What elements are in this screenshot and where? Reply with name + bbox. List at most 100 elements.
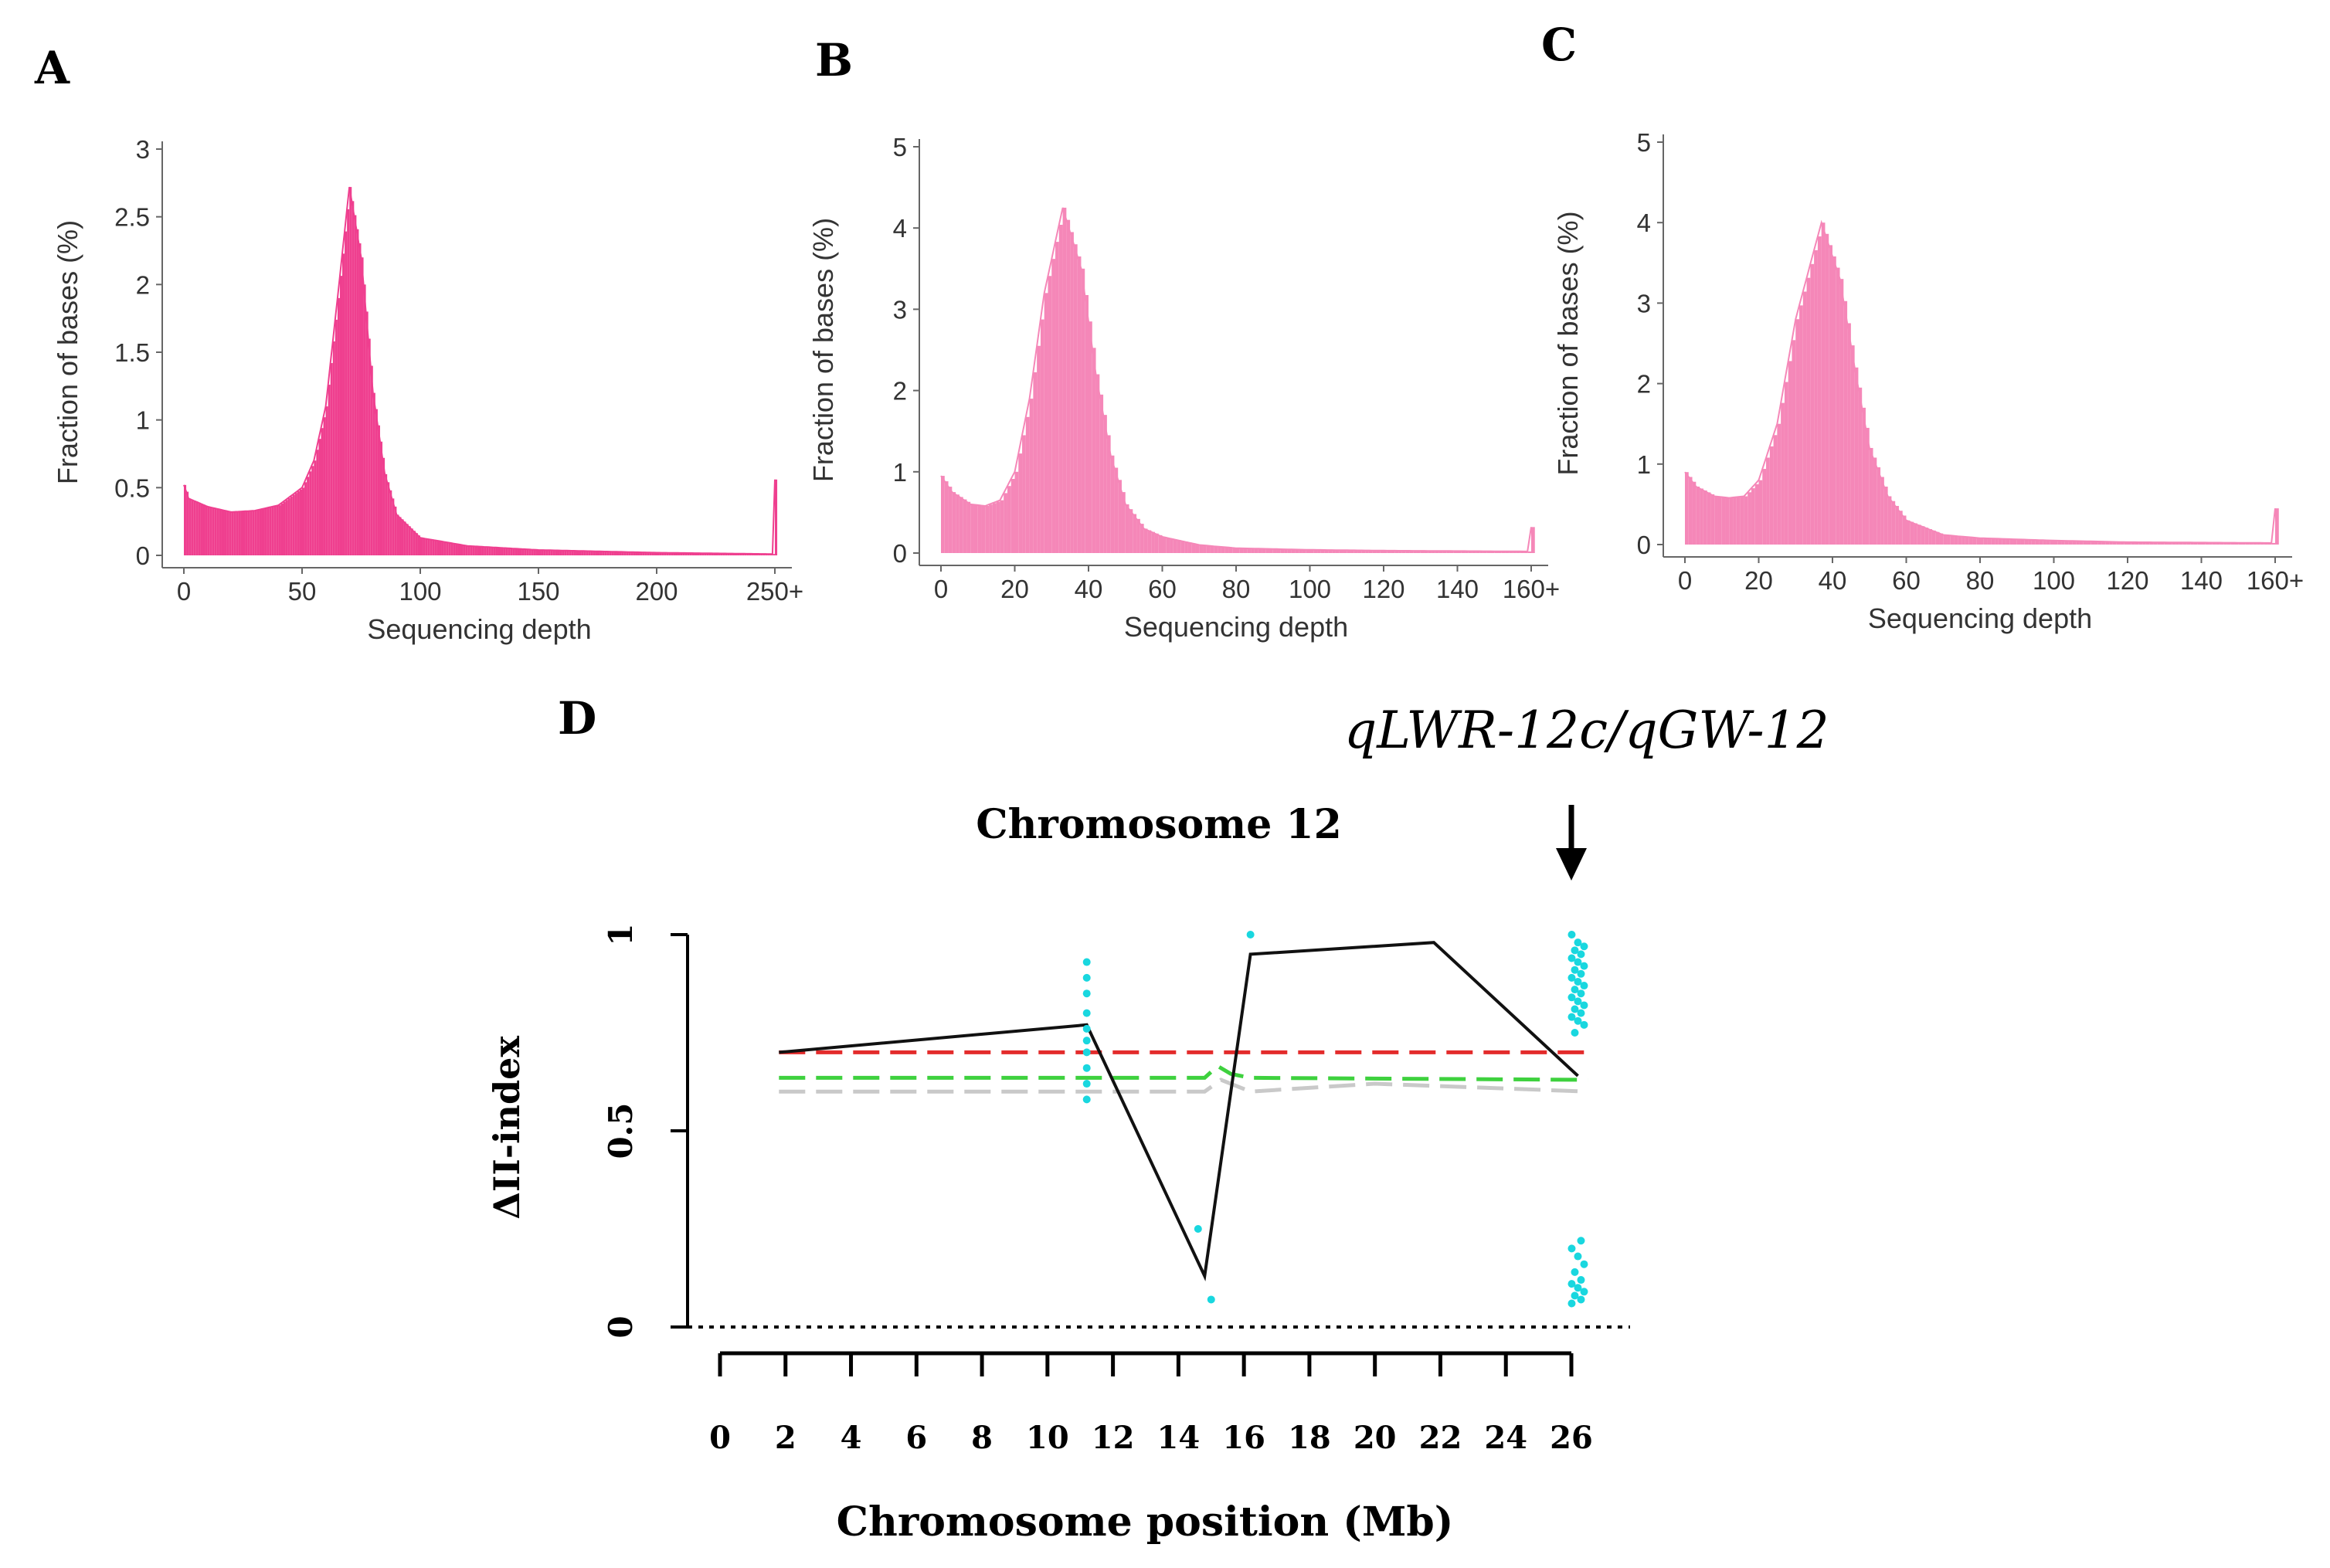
chart-a-bar bbox=[573, 551, 576, 555]
chart-a-bar bbox=[701, 553, 705, 555]
chart-a-bar bbox=[335, 319, 338, 555]
chart-b-bar bbox=[1372, 550, 1377, 553]
chart-a-bar bbox=[720, 553, 723, 555]
chart-a-bar bbox=[363, 284, 366, 555]
chart-b-bar bbox=[1420, 551, 1425, 553]
chart-c-bar bbox=[1854, 367, 1859, 545]
chart-a-bar bbox=[742, 553, 745, 555]
chart-b-bar bbox=[1055, 242, 1059, 553]
chart-b-bar bbox=[1435, 551, 1439, 553]
chart-b-bar bbox=[1343, 550, 1347, 553]
chart-a-bar bbox=[467, 545, 470, 555]
chart-d-snp-point bbox=[1571, 1268, 1579, 1276]
chart-b-x-label: Sequencing depth bbox=[1124, 611, 1348, 643]
chart-a-bar bbox=[602, 551, 605, 555]
chart-a-bar bbox=[389, 490, 392, 555]
chart-b-bar bbox=[1494, 551, 1499, 553]
chart-a-bar bbox=[630, 552, 633, 555]
chart-a-bar bbox=[474, 546, 477, 555]
chart-a-bar bbox=[439, 541, 442, 555]
chart-a-bar bbox=[642, 552, 645, 555]
chart-a-bar bbox=[339, 276, 343, 555]
chart-a-bar bbox=[512, 548, 515, 555]
chart-a-bar bbox=[491, 547, 494, 555]
chart-b-bar bbox=[1380, 550, 1384, 553]
histogram-panel-a: 0 0.5 1 1.5 2 2.5 3 0 50 100 150 200 250+ Sequencing … bbox=[52, 135, 803, 645]
chart-b-bar bbox=[1258, 548, 1262, 553]
chart-a-bar bbox=[708, 553, 712, 555]
chart-b-bar bbox=[1357, 550, 1362, 553]
chart-a-bar bbox=[599, 551, 603, 555]
chart-c-bar bbox=[1843, 300, 1848, 545]
chart-c-bar bbox=[2057, 540, 2062, 545]
chart-a-bar bbox=[508, 548, 511, 555]
chart-a-bar bbox=[352, 201, 355, 555]
chart-c-bar bbox=[1965, 536, 1969, 545]
chart-a-bar bbox=[276, 505, 279, 555]
chart-d-snp-point bbox=[1246, 931, 1255, 938]
chart-c-bar bbox=[1817, 236, 1822, 545]
chart-b-bar bbox=[1221, 547, 1225, 553]
chart-b-bar bbox=[1476, 551, 1480, 553]
chart-c-bar bbox=[1814, 249, 1818, 545]
chart-c-bar bbox=[1744, 496, 1748, 545]
chart-a-bar bbox=[261, 509, 265, 555]
chart-a-bar bbox=[219, 509, 222, 555]
chart-a-bar bbox=[269, 507, 272, 555]
chart-c-x-tick-label: 100 bbox=[2033, 566, 2075, 595]
chart-a-bar bbox=[243, 511, 246, 555]
chart-d-snp-point bbox=[1577, 989, 1585, 998]
chart-b-bar bbox=[1468, 551, 1472, 553]
chart-c-bar bbox=[2120, 541, 2125, 545]
chart-a-bar bbox=[535, 549, 538, 555]
chart-d-x-tick-label: 16 bbox=[1222, 1420, 1265, 1456]
chart-c-bar bbox=[2138, 541, 2143, 545]
chart-b-bar bbox=[963, 499, 967, 553]
chart-a-bar bbox=[604, 551, 607, 555]
chart-c-bar bbox=[2112, 541, 2117, 545]
chart-a-y-tick-label: 0 bbox=[136, 541, 150, 570]
chart-b-bar bbox=[956, 494, 960, 553]
chart-b-bar bbox=[1523, 551, 1528, 553]
chart-c-bar bbox=[1865, 427, 1870, 545]
chart-a-bar bbox=[195, 501, 199, 555]
chart-c-bar bbox=[2216, 542, 2220, 545]
chart-a-bar bbox=[361, 257, 364, 555]
chart-b-bar bbox=[1498, 551, 1502, 553]
chart-d-snp-point bbox=[1567, 993, 1576, 1002]
chart-c-bar bbox=[2131, 541, 2135, 545]
chart-c-bar bbox=[1773, 435, 1778, 545]
chart-c-bar bbox=[2046, 540, 2050, 545]
chart-b-x-tick-label: 40 bbox=[1075, 575, 1103, 603]
chart-c-bar bbox=[1847, 323, 1851, 545]
chart-c-bar bbox=[1906, 520, 1911, 545]
chart-a-bar bbox=[609, 552, 612, 555]
chart-a-bar bbox=[256, 510, 260, 555]
chart-b-x-tick-label: 140 bbox=[1436, 575, 1479, 603]
chart-b-bar bbox=[1004, 493, 1007, 553]
chart-c-bar bbox=[2164, 542, 2169, 545]
chart-a-bar bbox=[649, 552, 652, 555]
chart-d-x-tick-label: 8 bbox=[971, 1420, 993, 1456]
chart-c-bar bbox=[1784, 382, 1788, 545]
chart-b-bar bbox=[1391, 550, 1395, 553]
chart-c-bar bbox=[2226, 542, 2231, 545]
chart-c-bar bbox=[1910, 521, 1914, 545]
chart-b-bar bbox=[996, 501, 1000, 553]
chart-a-bar bbox=[593, 551, 596, 555]
chart-c-bar bbox=[1947, 535, 1951, 545]
chart-b-bar bbox=[1133, 514, 1137, 553]
chart-c-bar bbox=[1721, 497, 1726, 545]
chart-d-snp-point bbox=[1571, 986, 1579, 994]
chart-b-bar bbox=[1453, 551, 1458, 553]
chart-d-snp-point bbox=[1574, 1252, 1582, 1261]
chart-c-bar bbox=[1795, 319, 1800, 545]
histogram-panel-b: 0 1 2 3 4 5 0 20 40 60 80 100 120 140 160+ Sequencing d… bbox=[807, 133, 1560, 643]
chart-c-bar bbox=[1725, 497, 1730, 545]
chart-c-bar bbox=[2205, 542, 2209, 545]
chart-a-bar bbox=[345, 231, 348, 555]
chart-a-bar bbox=[697, 553, 700, 555]
chart-a-x-tick-label: 100 bbox=[399, 577, 441, 606]
chart-c-bar bbox=[2160, 542, 2165, 545]
chart-c-bar bbox=[1736, 497, 1741, 545]
